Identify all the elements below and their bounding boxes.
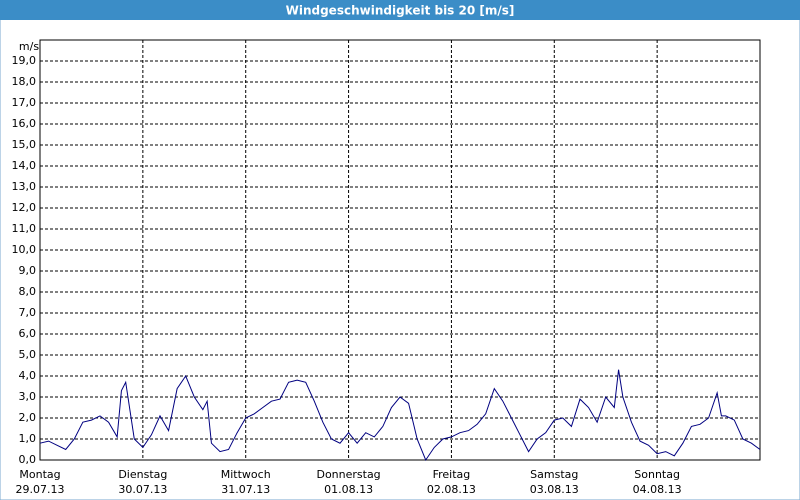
x-tick-date: 02.08.13 [427,483,476,496]
x-tick-label: Dienstag [118,468,167,481]
y-tick-label: 9,0 [19,264,37,277]
x-tick-date: 03.08.13 [530,483,579,496]
x-tick-label: Samstag [530,468,578,481]
y-tick-label: 1,0 [19,432,37,445]
y-tick-label: 5,0 [19,348,37,361]
x-tick-date: 31.07.13 [221,483,270,496]
y-tick-label: 12,0 [12,201,37,214]
x-tick-date: 04.08.13 [633,483,682,496]
y-tick-label: 17,0 [12,96,37,109]
y-tick-label: 15,0 [12,138,37,151]
x-tick-date: 01.08.13 [324,483,373,496]
chart-title: Windgeschwindigkeit bis 20 [m/s] [286,4,515,18]
x-tick-label: Sonntag [634,468,680,481]
x-tick-date: 29.07.13 [16,483,65,496]
y-tick-label: 16,0 [12,117,37,130]
y-tick-label: 3,0 [19,390,37,403]
y-tick-label: 14,0 [12,159,37,172]
y-tick-label: 13,0 [12,180,37,193]
y-unit: m/s [19,40,39,53]
line [39,369,761,462]
title-bar [0,0,800,20]
x-tick-label: Freitag [433,468,471,481]
y-tick-label: 8,0 [19,285,37,298]
x-tick-label: Donnerstag [316,468,380,481]
y-tick-label: 10,0 [12,243,37,256]
x-tick-date: 30.07.13 [118,483,167,496]
x-tick-label: Montag [19,468,60,481]
y-tick-label: 18,0 [12,75,37,88]
y-tick-label: 6,0 [19,327,37,340]
y-tick-label: 0,0 [19,453,37,466]
y-tick-label: 7,0 [19,306,37,319]
y-tick-label: 19,0 [12,54,37,67]
x-tick-label: Mittwoch [221,468,271,481]
y-tick-label: 11,0 [12,222,37,235]
y-tick-label: 4,0 [19,369,37,382]
y-tick-label: 2,0 [19,411,37,424]
